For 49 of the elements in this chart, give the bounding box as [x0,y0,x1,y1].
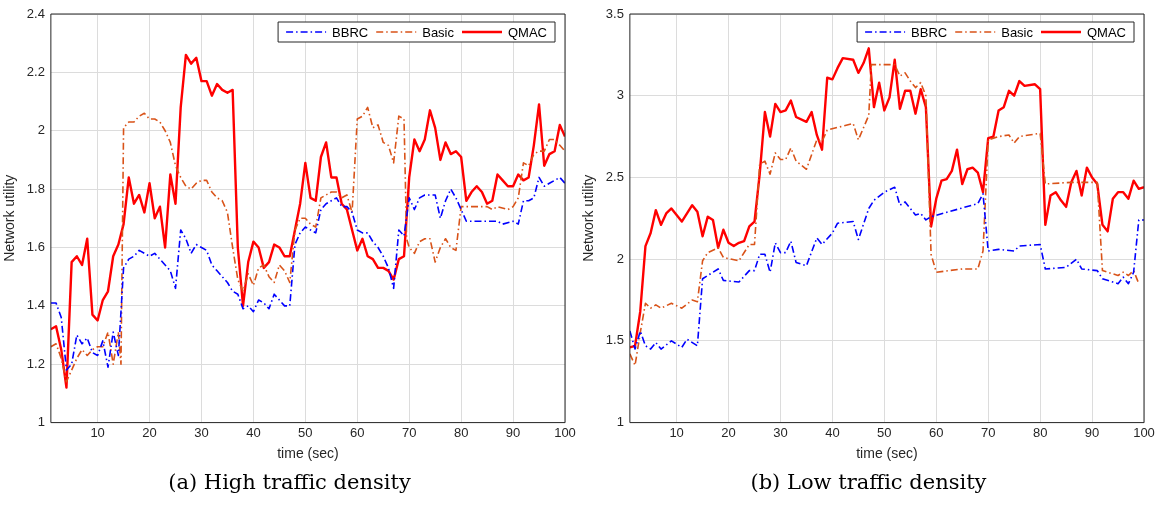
y-tick-label: 2.4 [26,5,45,21]
legend-label: Basic [1001,24,1034,40]
legend-label: QMAC [1087,24,1126,40]
y-tick-label: 2 [616,250,624,266]
line-series [50,176,565,371]
y-tick-label: 1.5 [605,332,624,348]
text: (a) High traffic density [167,470,412,494]
legend-label: BBRC [332,24,369,40]
x-tick-label: 10 [669,424,684,440]
x-tick-label: 50 [877,424,892,440]
x-tick-label: 60 [350,424,365,440]
y-tick-label: 1.4 [26,297,45,313]
y-axis-title: Network utility [580,174,597,262]
x-tick-label: 100 [1133,424,1155,440]
x-tick-label: 40 [246,424,261,440]
y-tick-label: 3 [616,87,624,103]
x-axis-title: time (sec) [277,445,339,462]
x-tick-label: 70 [401,424,417,440]
x-tick-label: 60 [929,424,944,440]
y-tick-label: 1.2 [26,355,45,371]
line-series [629,186,1144,350]
x-tick-label: 100 [554,424,576,440]
y-tick-label: 1 [37,414,45,430]
legend-label: QMAC [508,24,547,40]
x-tick-label: 90 [505,424,521,440]
line-series [50,106,565,383]
y-tick-label: 3.5 [605,5,624,21]
y-tick-label: 2 [37,122,45,138]
x-tick-label: 80 [453,424,469,440]
x-tick-label: 50 [298,424,313,440]
y-tick-label: 2.2 [26,63,45,79]
x-tick-label: 20 [142,424,157,440]
y-axis-title: Network utility [1,174,18,262]
x-tick-label: 90 [1084,424,1100,440]
x-tick-label: 10 [90,424,105,440]
text: (b) Low traffic density [749,470,988,494]
y-tick-label: 1 [616,414,624,430]
x-tick-label: 20 [721,424,736,440]
legend-label: Basic [422,24,455,40]
x-tick-label: 40 [825,424,840,440]
x-tick-label: 80 [1032,424,1048,440]
y-tick-label: 1.8 [26,180,45,196]
x-axis-title: time (sec) [856,445,918,462]
x-tick-label: 30 [194,424,209,440]
x-tick-label: 70 [980,424,996,440]
y-tick-label: 2.5 [605,169,624,185]
legend-label: BBRC [911,24,948,40]
y-tick-label: 1.6 [26,239,45,255]
x-tick-label: 30 [773,424,788,440]
